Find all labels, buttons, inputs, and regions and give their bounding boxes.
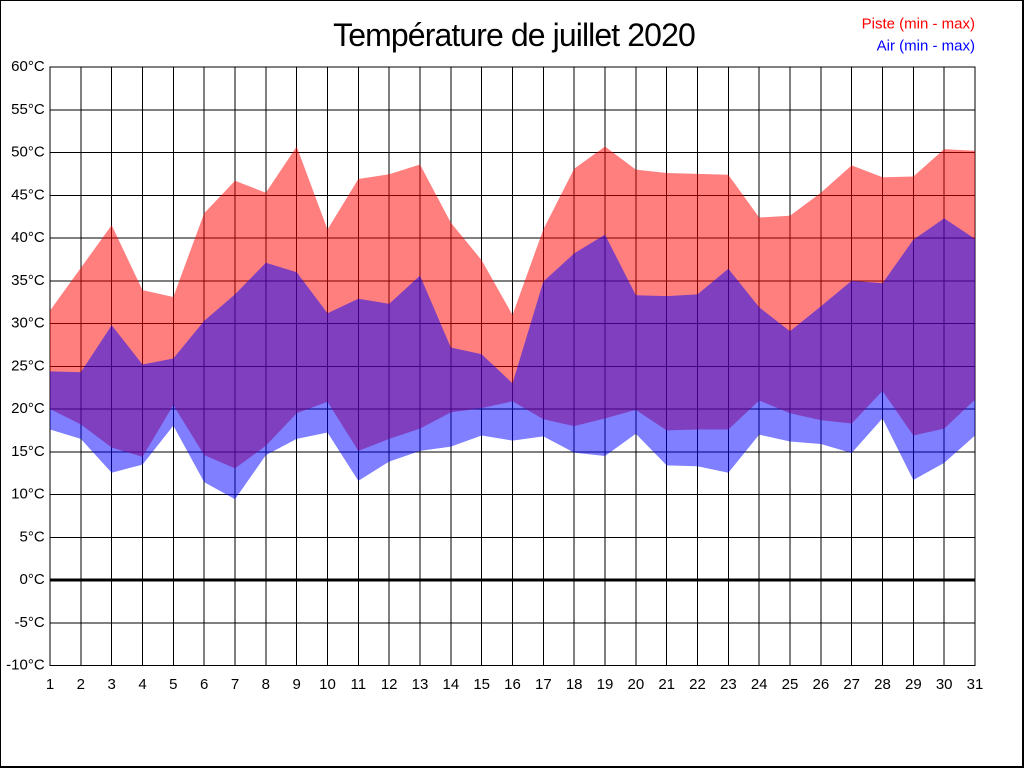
svg-text:-10°C: -10°C [6,657,45,674]
svg-text:40°C: 40°C [11,229,45,246]
svg-text:23: 23 [720,676,737,693]
svg-text:30: 30 [936,676,953,693]
svg-text:35°C: 35°C [11,272,45,289]
svg-text:21: 21 [658,676,675,693]
svg-text:3: 3 [107,676,115,693]
svg-text:1: 1 [46,676,54,693]
svg-text:25°C: 25°C [11,357,45,374]
svg-text:13: 13 [412,676,429,693]
svg-text:15: 15 [473,676,490,693]
svg-text:24: 24 [751,676,768,693]
svg-text:5: 5 [169,676,177,693]
svg-text:10: 10 [319,676,336,693]
svg-text:15°C: 15°C [11,443,45,460]
svg-text:-5°C: -5°C [15,614,45,631]
svg-text:8: 8 [262,676,270,693]
svg-text:19: 19 [597,676,614,693]
svg-text:60°C: 60°C [11,58,45,75]
svg-text:2: 2 [77,676,85,693]
svg-text:12: 12 [381,676,398,693]
svg-text:11: 11 [351,676,367,693]
svg-text:45°C: 45°C [11,186,45,203]
svg-text:22: 22 [689,676,706,693]
svg-text:28: 28 [874,676,891,693]
svg-text:31: 31 [967,676,984,693]
svg-text:18: 18 [566,676,583,693]
svg-text:26: 26 [812,676,829,693]
svg-text:30°C: 30°C [11,315,45,332]
svg-text:50°C: 50°C [11,144,45,161]
svg-text:5°C: 5°C [20,528,45,545]
svg-text:17: 17 [535,676,552,693]
svg-text:29: 29 [905,676,922,693]
svg-text:9: 9 [292,676,300,693]
svg-text:6: 6 [200,676,208,693]
svg-text:25: 25 [782,676,799,693]
svg-text:Température de juillet 2020: Température de juillet 2020 [333,17,695,53]
svg-text:Piste (min - max): Piste (min - max) [862,16,975,33]
svg-text:0°C: 0°C [20,571,45,588]
svg-text:16: 16 [504,676,521,693]
svg-text:14: 14 [442,676,459,693]
svg-text:4: 4 [138,676,146,693]
svg-text:Air (min - max): Air (min - max) [877,38,975,55]
svg-text:7: 7 [231,676,239,693]
svg-text:20°C: 20°C [11,400,45,417]
svg-text:10°C: 10°C [11,486,45,503]
svg-text:27: 27 [843,676,860,693]
svg-text:20: 20 [627,676,644,693]
svg-text:55°C: 55°C [11,101,45,118]
